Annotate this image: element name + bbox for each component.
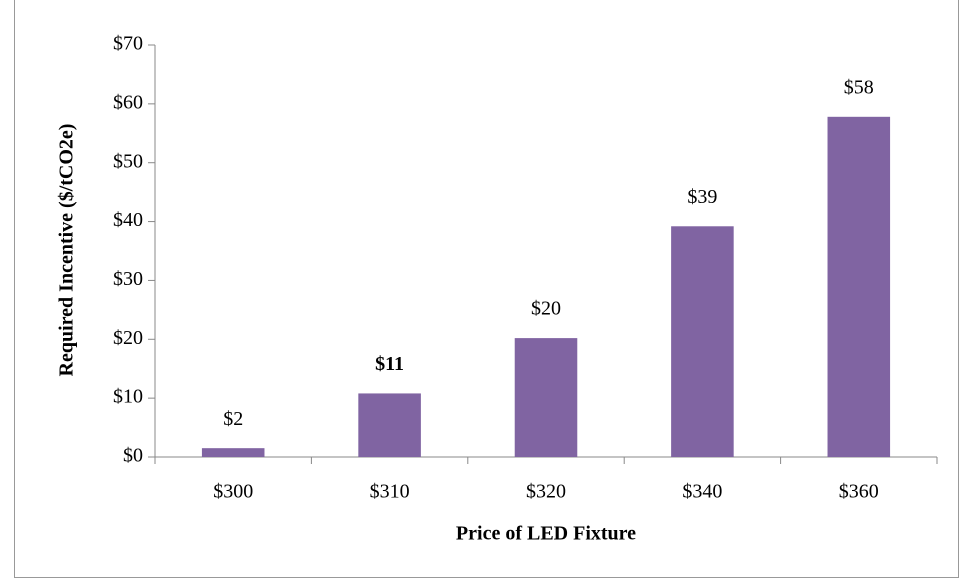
y-tick-label: $70 bbox=[113, 33, 143, 55]
x-tick-label: $310 bbox=[370, 481, 410, 503]
bar bbox=[514, 338, 578, 457]
y-axis-title: Required Incentive ($/tCO2e) bbox=[56, 124, 78, 377]
y-tick-label: $60 bbox=[113, 91, 143, 113]
y-tick-label: $30 bbox=[113, 268, 143, 290]
data-label: $2 bbox=[223, 408, 243, 430]
x-tick-label: $320 bbox=[526, 481, 566, 503]
y-tick-label: $0 bbox=[123, 445, 143, 467]
x-tick-label: $340 bbox=[682, 481, 722, 503]
frame bbox=[14, 0, 959, 578]
data-label: $39 bbox=[687, 186, 717, 208]
y-tick-label: $10 bbox=[113, 386, 143, 408]
data-label: $11 bbox=[375, 353, 404, 375]
data-label: $20 bbox=[531, 298, 561, 320]
x-tick-label: $360 bbox=[839, 481, 879, 503]
y-tick-label: $40 bbox=[113, 209, 143, 231]
x-axis-title: Price of LED Fixture bbox=[456, 523, 636, 545]
y-tick-label: $50 bbox=[113, 150, 143, 172]
y-tick-label: $20 bbox=[113, 327, 143, 349]
bar bbox=[827, 116, 891, 457]
x-tick-label: $300 bbox=[213, 481, 253, 503]
bar bbox=[358, 393, 421, 457]
data-label: $58 bbox=[844, 76, 874, 98]
bar bbox=[201, 448, 265, 457]
bar bbox=[671, 226, 734, 457]
